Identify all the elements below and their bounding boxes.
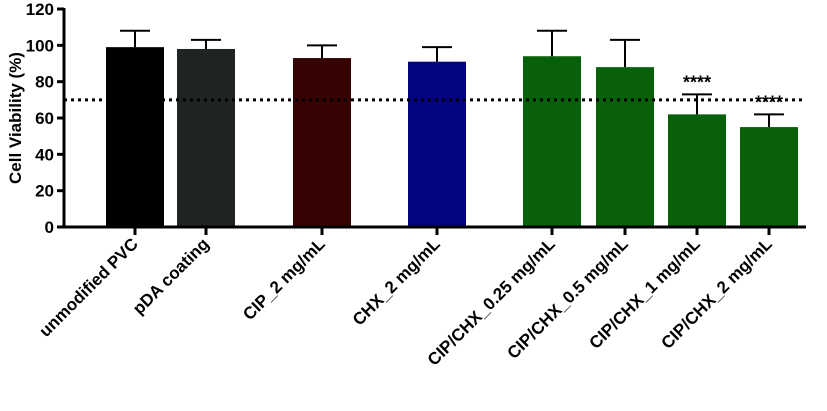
x-category-label: pDA coating [129,234,213,318]
x-category-label: unmodified PVC [36,234,142,340]
bar [523,56,581,227]
y-tick-label: 100 [26,36,54,55]
bar [408,61,466,227]
y-tick-label: 40 [35,145,54,164]
bar [293,58,351,227]
y-tick-label: 80 [35,73,54,92]
bar [668,114,726,227]
significance-marker: **** [683,72,711,92]
x-category-label: CIP/CHX_0.5 mg/mL [503,234,631,362]
y-axis-title: Cell Viability (%) [6,52,25,184]
x-category-label: CIP/CHX_0.25 mg/mL [424,234,559,369]
x-category-label: CHX_2 mg/mL [349,234,444,329]
y-tick-label: 60 [35,109,54,128]
y-tick-label: 20 [35,182,54,201]
y-tick-label: 0 [45,218,54,237]
y-tick-label: 120 [26,0,54,19]
bar [596,67,654,227]
bar [740,127,798,227]
significance-marker: **** [755,92,783,112]
bar [177,48,235,227]
x-category-label: CIP_2 mg/mL [239,234,329,324]
bar [106,47,164,228]
